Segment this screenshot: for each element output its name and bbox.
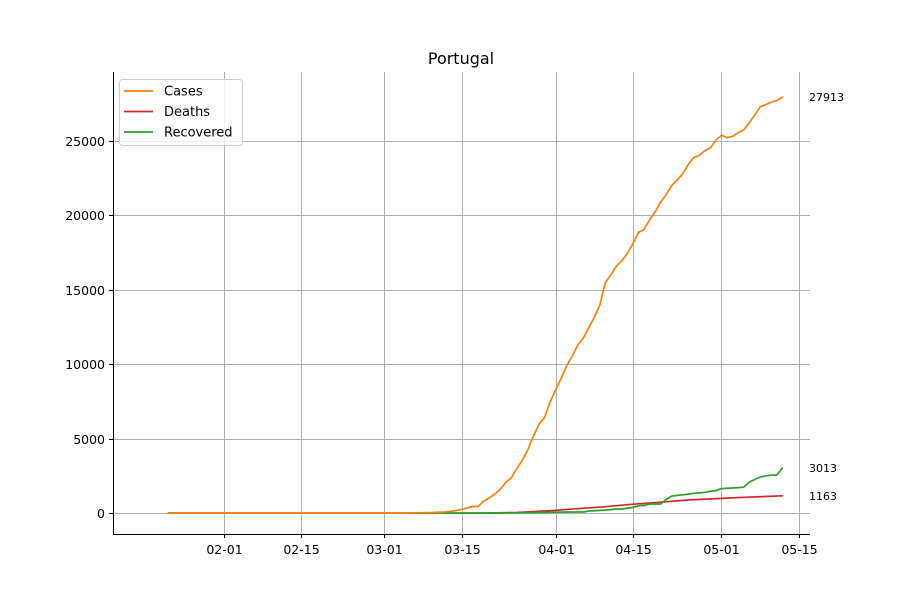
x-tick-label: 05-01 — [703, 542, 739, 557]
y-tick-label: 5000 — [73, 432, 105, 447]
series-lines — [167, 96, 784, 514]
series-line-cases — [167, 96, 784, 514]
legend-label-recovered: Recovered — [164, 126, 233, 141]
axes — [113, 72, 810, 535]
end-label-deaths: 1163 — [809, 490, 837, 503]
x-tick-label: 05-15 — [781, 542, 817, 557]
axis-ticks: 02-01 02-15 03-01 03-15 04-01 04-15 05-01 05-15… — [65, 134, 817, 557]
y-tick-label: 10000 — [65, 357, 105, 372]
x-tick-label: 03-15 — [444, 542, 480, 557]
y-tick-label: 0 — [97, 506, 105, 521]
legend-label-deaths: Deaths — [164, 105, 210, 120]
end-label-cases: 27913 — [809, 91, 844, 104]
x-tick-label: 02-01 — [206, 542, 242, 557]
series-line-recovered — [167, 467, 784, 514]
legend-frame — [119, 79, 243, 146]
x-tick-label: 04-01 — [538, 542, 574, 557]
legend: Cases Deaths Recovered — [119, 79, 243, 146]
series-line-deaths — [167, 494, 784, 514]
chart-title: Portugal — [428, 49, 494, 68]
x-tick-label: 03-01 — [366, 542, 402, 557]
end-label-recovered: 3013 — [809, 462, 837, 475]
end-value-labels: 27913 1163 3013 — [809, 91, 844, 503]
legend-label-cases: Cases — [164, 85, 203, 100]
x-tick-label: 04-15 — [615, 542, 651, 557]
y-tick-label: 15000 — [65, 283, 105, 298]
grid-lines — [113, 72, 810, 534]
y-tick-label: 25000 — [65, 134, 105, 149]
y-tick-label: 20000 — [65, 208, 105, 223]
x-tick-label: 02-15 — [283, 542, 319, 557]
